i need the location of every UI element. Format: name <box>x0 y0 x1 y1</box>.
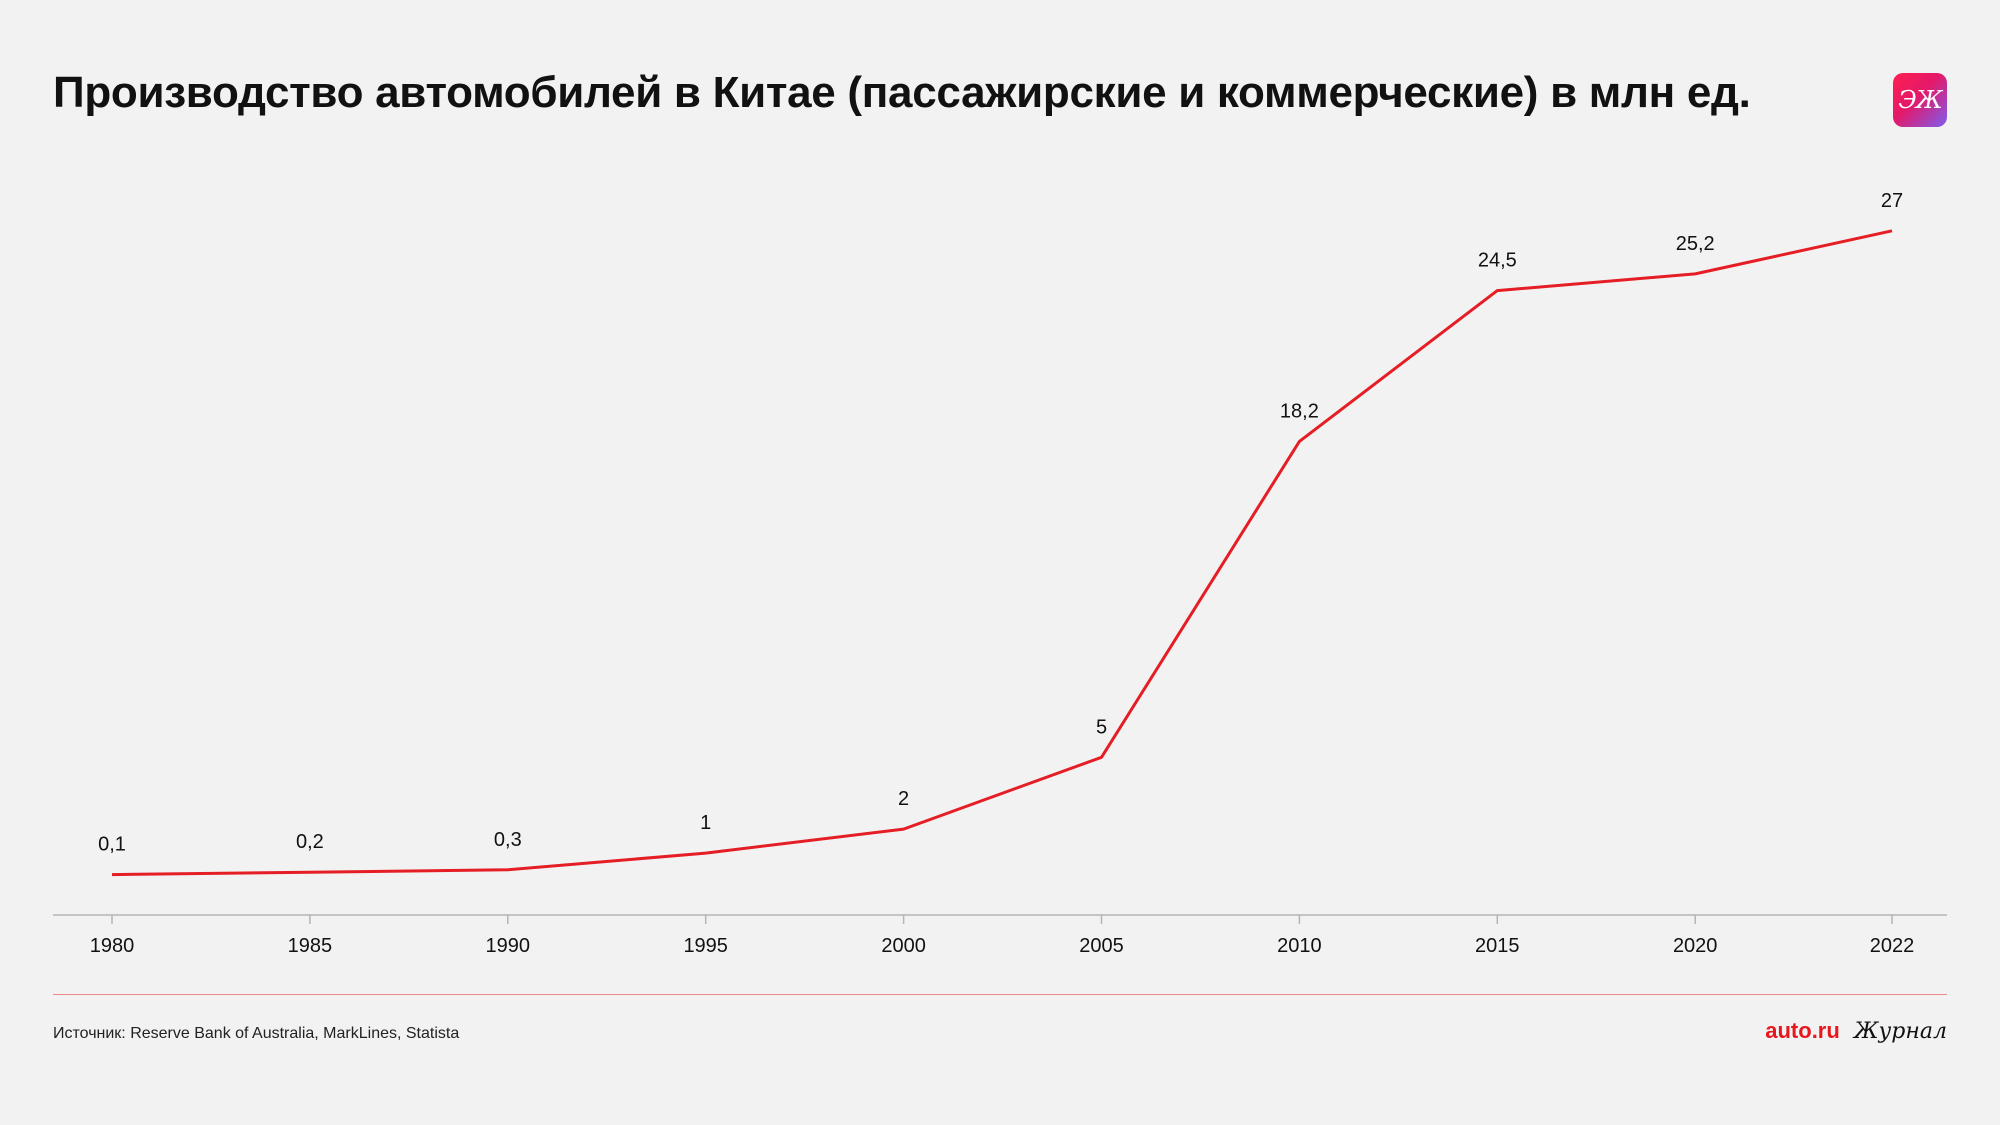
x-tick-label: 2022 <box>1870 935 1915 957</box>
data-labels: 0,1 0,2 0,3 1 2 5 18,2 24,5 25,2 27 <box>98 190 1903 856</box>
brand-auto-ru[interactable]: auto.ru <box>1765 1018 1840 1043</box>
journal-logo-text: ЭЖ <box>1898 86 1942 114</box>
x-tick-label: 1985 <box>288 935 333 957</box>
x-tick-label: 2015 <box>1475 935 1520 957</box>
journal-logo: ЭЖ <box>1893 73 1947 127</box>
x-tick-label: 1980 <box>90 935 135 957</box>
data-label: 24,5 <box>1478 250 1517 272</box>
data-label: 0,3 <box>494 829 522 851</box>
footer-divider <box>53 994 1947 995</box>
page-title: Производство автомобилей в Китае (пассаж… <box>53 68 1751 117</box>
x-tick-label: 2020 <box>1673 935 1718 957</box>
x-tick-label: 2000 <box>881 935 926 957</box>
brand-block: auto.ru Журнал <box>1765 1018 1947 1044</box>
x-axis-ticks <box>111 915 1893 924</box>
x-tick-label: 1990 <box>486 935 531 957</box>
data-label: 5 <box>1096 716 1107 738</box>
data-label: 2 <box>898 788 909 810</box>
series-line <box>111 229 1893 877</box>
data-label: 0,1 <box>98 834 126 856</box>
x-tick-label: 1995 <box>683 935 728 957</box>
brand-journal: Журнал <box>1853 1019 1947 1044</box>
data-label: 18,2 <box>1280 400 1319 422</box>
data-label: 0,2 <box>296 831 324 853</box>
x-tick-label: 2005 <box>1079 935 1124 957</box>
x-tick-label: 2010 <box>1277 935 1322 957</box>
line-chart: 1980 1985 1990 1995 2000 2005 2010 2015 2020 2022… <box>53 190 1947 957</box>
data-label: 25,2 <box>1676 233 1715 255</box>
data-label: 1 <box>700 812 711 834</box>
x-axis-tick-labels: 1980 1985 1990 1995 2000 2005 2010 2015 2020 2022 <box>90 935 1915 957</box>
data-label: 27 <box>1881 190 1903 212</box>
source-note: Источник: Reserve Bank of Australia, Mar… <box>53 1025 460 1042</box>
